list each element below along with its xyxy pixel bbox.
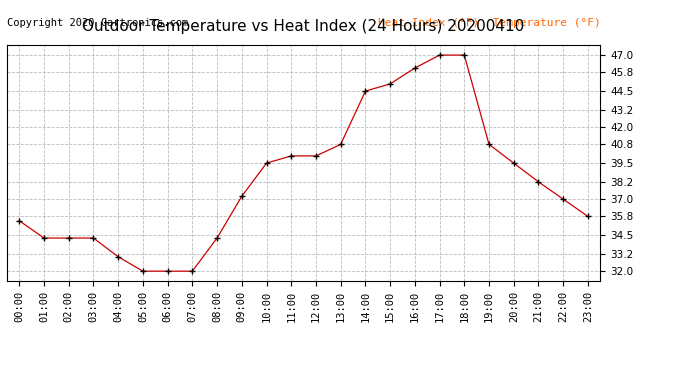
Text: Copyright 2020 Cartronics.com: Copyright 2020 Cartronics.com bbox=[7, 18, 188, 28]
Text: Heat Index (°F)  Temperature (°F): Heat Index (°F) Temperature (°F) bbox=[377, 18, 600, 28]
Text: Outdoor Temperature vs Heat Index (24 Hours) 20200410: Outdoor Temperature vs Heat Index (24 Ho… bbox=[83, 19, 524, 34]
